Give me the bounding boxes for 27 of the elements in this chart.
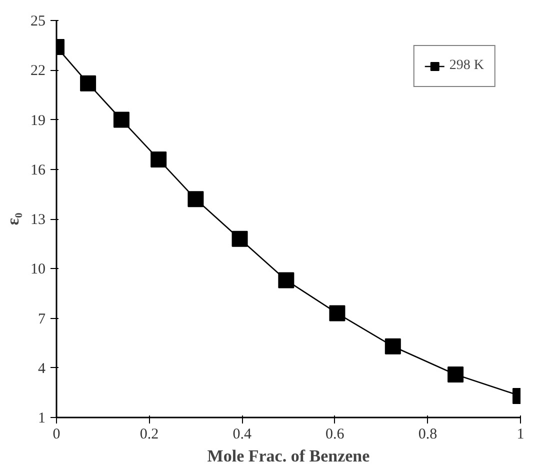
x-tick-label: 0.8 bbox=[418, 426, 438, 442]
point bbox=[80, 75, 96, 92]
y-tick-label: 16 bbox=[30, 162, 46, 178]
point bbox=[150, 151, 167, 168]
y-tick-label: 4 bbox=[38, 360, 46, 377]
x-axis-title: Mole Frac. of Benzene bbox=[207, 446, 370, 466]
x-tick-label: 1 bbox=[516, 426, 524, 442]
point bbox=[232, 230, 248, 247]
x-tick-label: 0 bbox=[52, 426, 60, 442]
y-tick-label: 22 bbox=[30, 63, 46, 80]
x-tick-label: 0.4 bbox=[232, 426, 252, 442]
point bbox=[113, 112, 130, 128]
point bbox=[329, 305, 346, 322]
y-tick-label: 13 bbox=[30, 212, 46, 228]
legend-label: 298 K bbox=[449, 58, 484, 74]
point bbox=[384, 338, 401, 354]
point bbox=[448, 366, 464, 382]
y-tick-label: 10 bbox=[30, 262, 46, 278]
point bbox=[278, 272, 294, 288]
y-tick-label: 7 bbox=[38, 311, 46, 328]
x-tick-label: 0.2 bbox=[140, 426, 159, 442]
x-tick-label: 0.6 bbox=[326, 426, 345, 442]
y-axis-title: ε₀ bbox=[4, 212, 22, 226]
y-tick-label: 19 bbox=[30, 112, 46, 129]
y-tick-label: 1 bbox=[38, 410, 46, 426]
y-tick-label: 25 bbox=[30, 14, 46, 30]
point bbox=[188, 191, 204, 208]
